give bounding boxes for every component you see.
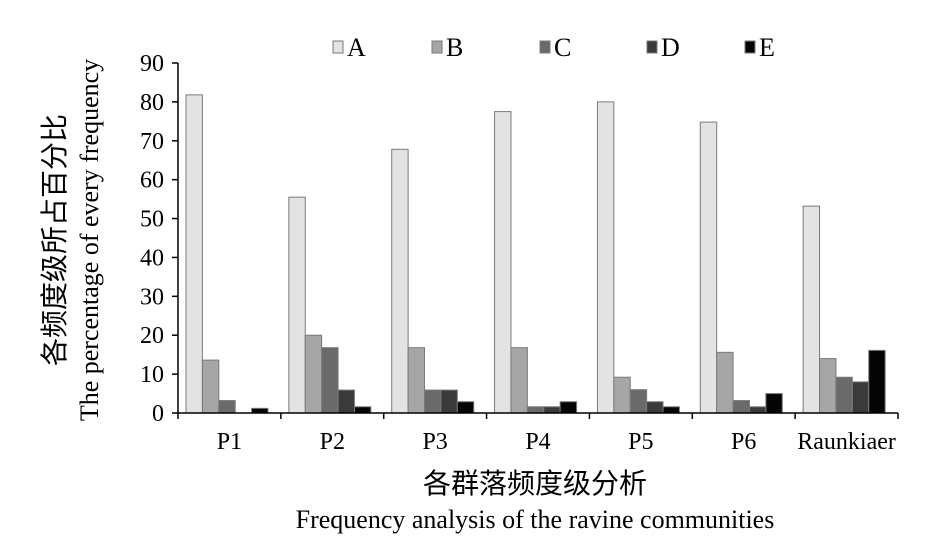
bar-a-p3 <box>391 148 409 414</box>
legend-swatch-b <box>431 40 443 54</box>
bar-e-raunkiaer <box>868 349 886 414</box>
bar-a-p6 <box>699 121 718 414</box>
legend-label-c: C <box>554 33 571 62</box>
bar-b-p6 <box>716 351 734 414</box>
bar-d-p2 <box>337 389 355 414</box>
x-tick-label: P3 <box>422 429 447 455</box>
bar-a-p4 <box>494 111 512 414</box>
bar-b-p5 <box>613 376 631 414</box>
legend-label-d: D <box>661 33 680 62</box>
x-tick-label: Raunkiaer <box>797 429 896 455</box>
x-tick-label: P4 <box>525 429 550 455</box>
legend-swatch-d <box>646 40 658 54</box>
legend: A B C D E <box>332 33 775 62</box>
legend-swatch-e <box>744 40 756 54</box>
bar-c-p2 <box>321 347 339 414</box>
x-tick-labels: P1 P2 P3 P4 P5 P6 Raunkiaer <box>217 429 896 455</box>
legend-label-b: B <box>446 33 463 62</box>
bar-c-p3 <box>424 389 442 414</box>
bar-e-p4 <box>559 401 578 414</box>
y-tick-label: 40 <box>140 245 164 271</box>
bar-a-p2 <box>288 196 306 414</box>
bar-c-p6 <box>732 400 750 414</box>
y-axis-title-en: The percentage of every frequency <box>75 59 104 421</box>
legend-swatch-c <box>539 40 551 54</box>
x-axis-title-cn: 各群落频度级分析 <box>423 468 647 500</box>
axes <box>172 62 899 419</box>
bar-d-p6 <box>748 406 767 414</box>
bar-d-p5 <box>646 401 664 414</box>
y-tick-label: 10 <box>140 362 164 388</box>
bar-a-p1 <box>185 94 203 414</box>
y-tick-label: 90 <box>140 51 164 77</box>
y-tick-label: 70 <box>140 129 164 155</box>
legend-label-a: A <box>347 33 366 62</box>
y-tick-label: 0 <box>152 401 164 427</box>
x-tick-label: P6 <box>731 429 756 455</box>
y-tick-label: 60 <box>140 168 164 194</box>
bar-b-p3 <box>407 347 426 414</box>
y-tick-label: 50 <box>140 207 164 233</box>
bar-e-p2 <box>353 406 372 414</box>
bar-d-p3 <box>440 389 458 414</box>
bar-c-p1 <box>218 400 236 414</box>
bar-b-p2 <box>304 334 323 414</box>
bar-c-p5 <box>629 389 648 414</box>
bar-d-p4 <box>543 406 561 414</box>
bar-d-raunkiaer <box>851 381 870 414</box>
bar-e-p6 <box>765 393 783 414</box>
bar-e-p5 <box>662 406 680 414</box>
x-tick-label: P1 <box>217 429 242 455</box>
bar-c-raunkiaer <box>835 376 853 414</box>
bar-a-raunkiaer <box>802 205 821 414</box>
y-tick-label: 30 <box>140 284 164 310</box>
y-tick-labels: 0 10 20 30 40 50 60 70 80 90 <box>140 51 164 427</box>
legend-label-e: E <box>759 33 775 62</box>
x-axis-title-en: Frequency analysis of the ravine communi… <box>296 505 775 534</box>
bar-a-p5 <box>596 101 615 414</box>
y-tick-label: 80 <box>140 90 164 116</box>
bar-c-p4 <box>526 406 545 414</box>
x-tick-label: P5 <box>628 429 653 455</box>
y-axis-title-cn: 各频度级所占百分比 <box>39 114 71 366</box>
x-tick-label: P2 <box>320 429 345 455</box>
bar-e-p3 <box>456 401 475 414</box>
bar-b-raunkiaer <box>819 358 837 414</box>
bar-b-p4 <box>510 347 528 414</box>
bar-b-p1 <box>201 359 220 414</box>
y-tick-label: 20 <box>140 323 164 349</box>
legend-swatch-a <box>332 40 344 54</box>
bars-group <box>185 94 886 414</box>
